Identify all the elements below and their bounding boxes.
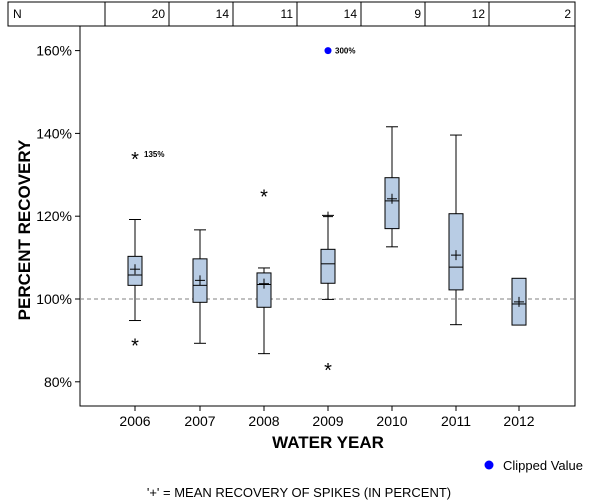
x-axis-title: WATER YEAR — [272, 433, 384, 452]
legend-clipped-marker — [484, 460, 494, 470]
n-count: 12 — [472, 7, 486, 21]
box-2011 — [448, 134, 464, 326]
x-tick-label: 2009 — [312, 413, 343, 429]
clipped-value-label: 300% — [335, 47, 355, 56]
y-tick-label: 120% — [36, 208, 72, 224]
n-count: 11 — [281, 7, 294, 21]
outlier-marker: * — [260, 186, 268, 208]
x-tick-label: 2006 — [119, 413, 150, 429]
box-body — [320, 248, 336, 284]
box-2007 — [192, 229, 208, 344]
n-count: 20 — [152, 7, 166, 21]
boxes-group — [127, 126, 527, 355]
x-tick-label: 2007 — [184, 413, 215, 429]
y-tick-label: 140% — [36, 125, 72, 141]
box-body — [256, 272, 272, 308]
box-2012 — [511, 277, 527, 326]
n-label: N — [13, 7, 22, 21]
box-2009 — [320, 211, 336, 300]
outlier-marker: * — [324, 360, 332, 382]
y-axis-title: PERCENT RECOVERY — [15, 139, 34, 320]
n-count-row: N 20 14 11 14 9 12 2 — [7, 1, 576, 27]
legend-clipped-label: Clipped Value — [503, 458, 583, 473]
x-tick-label: 2012 — [503, 413, 534, 429]
x-tick-label: 2010 — [376, 413, 407, 429]
y-tick-label: 100% — [36, 291, 72, 307]
outlier-marker: * — [131, 335, 139, 357]
x-axis: 2006 2007 2008 2009 2010 2011 2012 — [119, 406, 535, 429]
n-count: 14 — [216, 7, 230, 21]
x-tick-label: 2011 — [441, 413, 471, 429]
y-axis: 80% 100% 120% 140% 160% — [36, 43, 80, 390]
clipped-value-marker — [324, 47, 332, 55]
box-2010 — [384, 126, 400, 248]
outlier-label: 135% — [144, 150, 164, 159]
footnote: '+' = MEAN RECOVERY OF SPIKES (IN PERCEN… — [147, 485, 451, 500]
outliers-group: * 135% * * * 300% — [131, 47, 355, 383]
box-2006 — [127, 219, 143, 322]
box-2008 — [256, 267, 272, 355]
y-tick-label: 160% — [36, 43, 72, 59]
n-count: 2 — [564, 7, 571, 21]
n-count: 9 — [414, 7, 421, 21]
y-tick-label: 80% — [44, 374, 72, 390]
x-tick-label: 2008 — [248, 413, 279, 429]
n-count: 14 — [344, 7, 358, 21]
outlier-marker: * — [131, 149, 139, 171]
